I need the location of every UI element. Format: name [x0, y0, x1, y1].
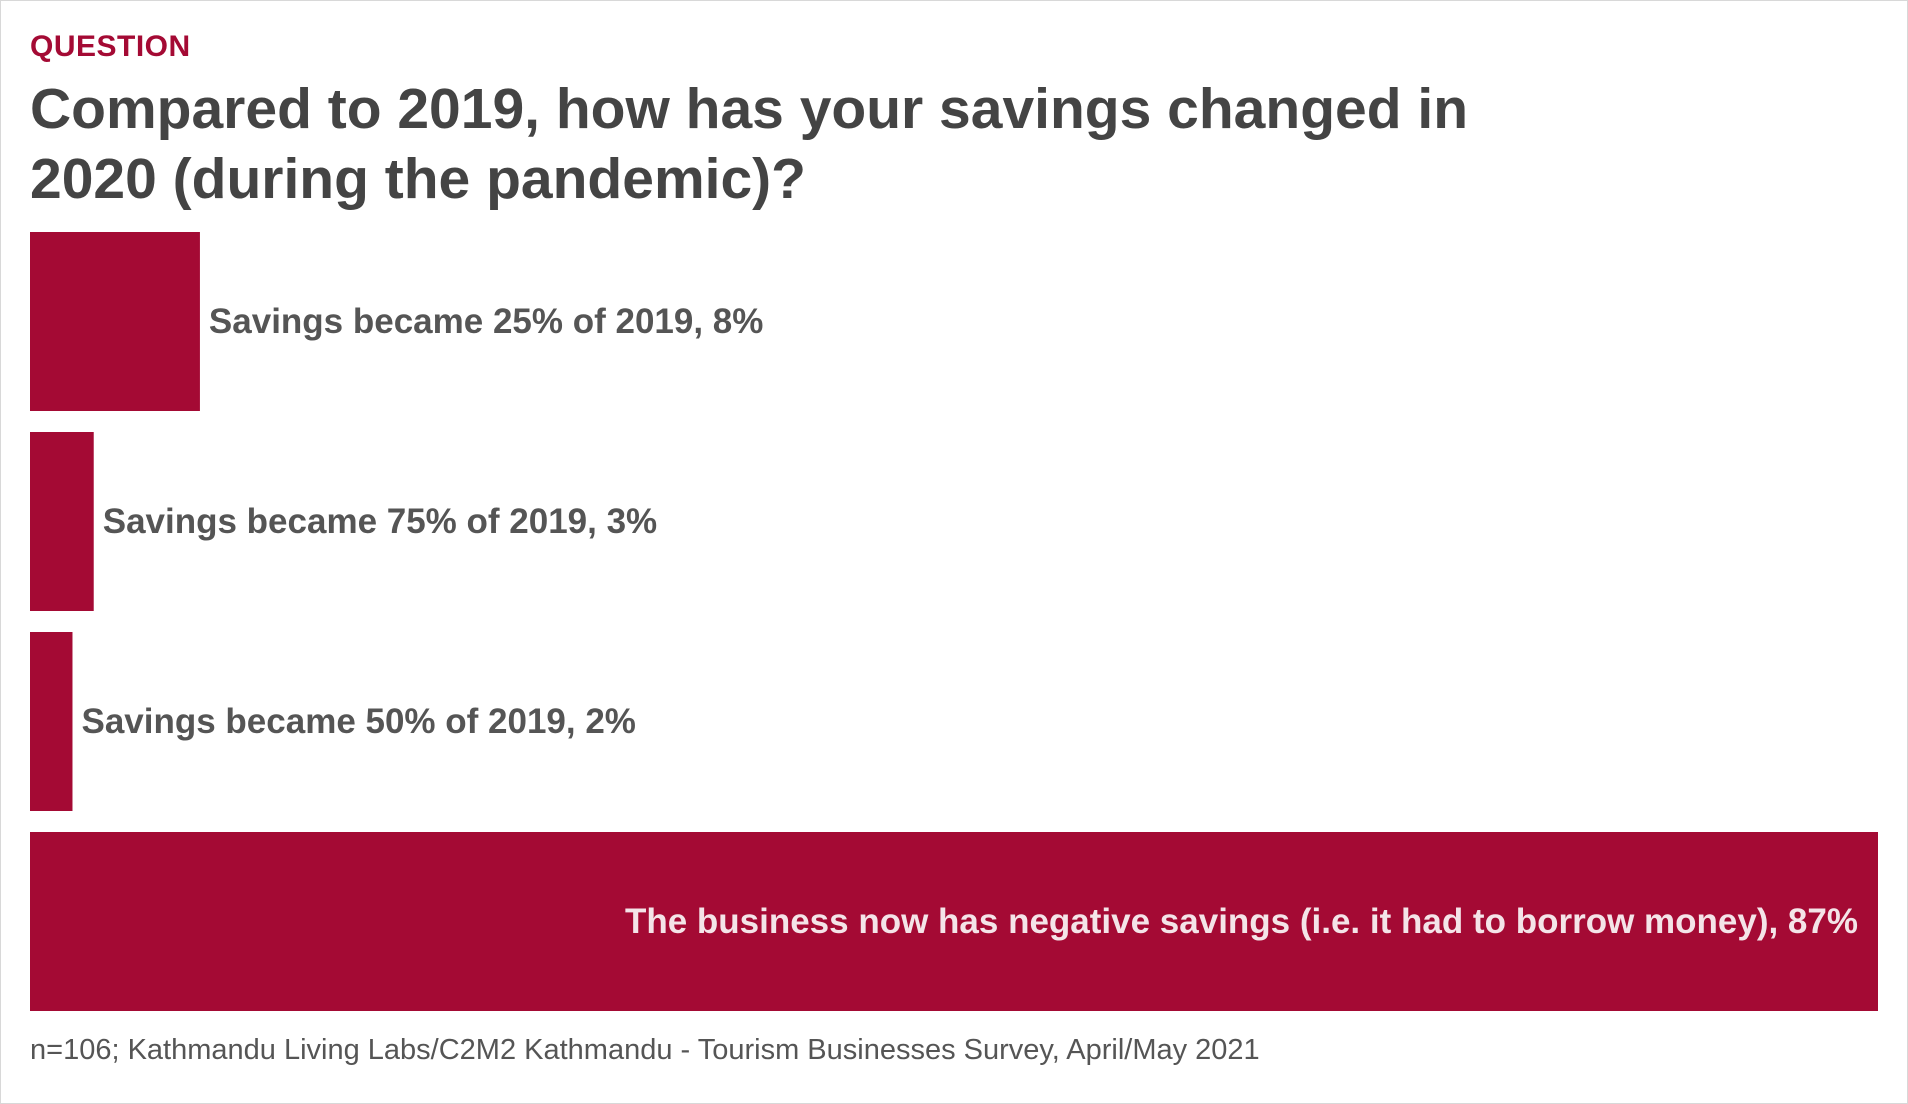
bar-3 [30, 632, 73, 811]
bar-chart: Savings became 25% of 2019, 8% Savings be… [30, 232, 1878, 1011]
source-note: n=106; Kathmandu Living Labs/C2M2 Kathma… [30, 1034, 1260, 1066]
bar-label-3: Savings became 50% of 2019, 2% [81, 702, 635, 741]
bar-label-1: Savings became 25% of 2019, 8% [209, 302, 763, 341]
bar-2 [30, 432, 94, 611]
question-kicker: QUESTION [30, 30, 191, 63]
bar-1 [30, 232, 200, 411]
chart-title: Compared to 2019, how has your savings c… [30, 77, 1469, 211]
bar-label-2: Savings became 75% of 2019, 3% [103, 502, 657, 541]
bar-4 [30, 832, 1878, 1011]
bar-label-4: The business now has negative savings (i… [625, 902, 1858, 941]
